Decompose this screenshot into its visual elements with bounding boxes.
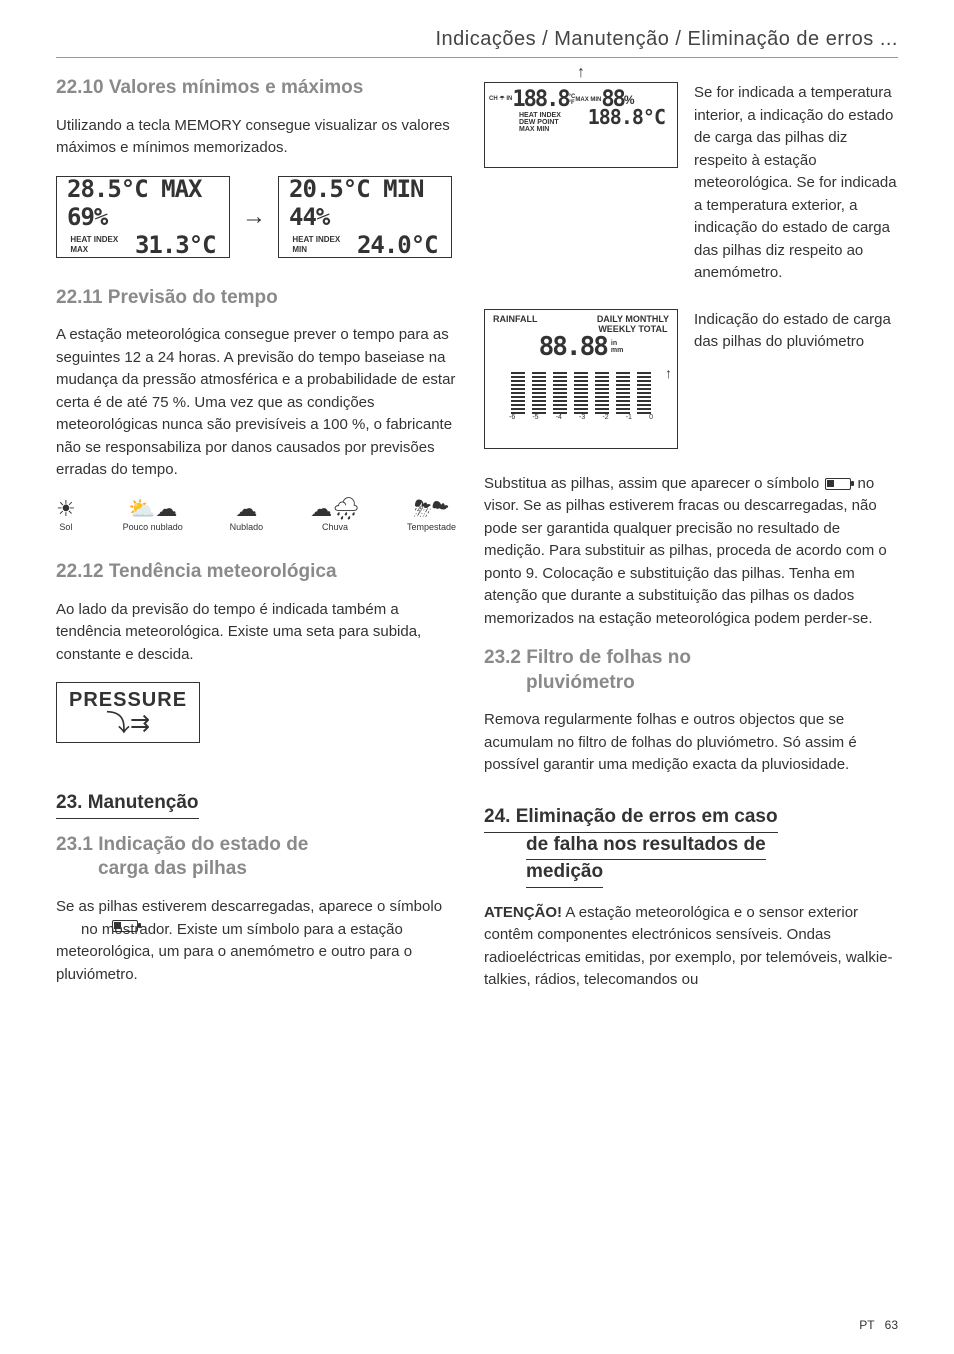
cloudy-label: Nublado xyxy=(230,522,264,532)
body-23-1: Se as pilhas estiverem descarregadas, ap… xyxy=(56,896,456,986)
sun-icon: ☀ xyxy=(56,498,76,520)
body-24: ATENÇÃO! A estação meteorológica e o sen… xyxy=(484,902,898,992)
footer-page: 63 xyxy=(885,1318,898,1332)
storm-icon: ⛈☁ xyxy=(407,498,456,520)
heading-22-10: 22.10 Valores mínimos e máximos xyxy=(56,76,456,101)
section-23-2: 23.2 Filtro de folhas no pluviómetro Rem… xyxy=(484,646,898,777)
weather-icon-storm: ⛈☁ Tempestade xyxy=(407,498,456,532)
cloudy-icon: ☁ xyxy=(230,498,264,520)
right-text-2: Indicação do estado de carga das pilhas … xyxy=(694,309,898,354)
lcd-max-label1: HEAT INDEX xyxy=(70,235,118,245)
right-lcd-rainfall: RAINFALL DAILY MONTHLY WEEKLY TOTAL 88.8… xyxy=(484,309,678,449)
lcd-max-line1: 28.5°C MAX 69% xyxy=(67,175,219,231)
heading-23-1-l2: carga das pilhas xyxy=(56,857,456,882)
rainfall-unit: in mm xyxy=(611,340,623,354)
up-arrow-icon: ↑ xyxy=(577,64,585,82)
heading-23-2: 23.2 Filtro de folhas no pluviómetro xyxy=(484,646,898,695)
footer-lang: PT xyxy=(859,1318,874,1332)
section-22-10: 22.10 Valores mínimos e máximos Utilizan… xyxy=(56,76,456,258)
lcd-min-label1: HEAT INDEX xyxy=(292,235,340,245)
rainfall-segs: 88.88 xyxy=(539,334,607,360)
heading-22-11: 22.11 Previsão do tempo xyxy=(56,286,456,311)
section-23: 23. Manutenção xyxy=(56,791,456,819)
battery-icon xyxy=(112,920,138,932)
weather-icon-cloudy: ☁ Nublado xyxy=(230,498,264,532)
lcd-max-line2: 31.3°C xyxy=(135,231,216,259)
lcd-min-max-row: 28.5°C MAX 69% HEAT INDEX MAX 31.3°C → 2… xyxy=(56,176,456,258)
heading-23-2-l2: pluviómetro xyxy=(484,671,898,696)
body-24-bold: ATENÇÃO! xyxy=(484,904,562,921)
storm-label: Tempestade xyxy=(407,522,456,532)
section-22-12: 22.12 Tendência meteorológica Ao lado da… xyxy=(56,560,456,763)
body-23-1-text: Se as pilhas estiverem descarregadas, ap… xyxy=(56,898,442,983)
right-text-1: Se for indicada a temperatura interior, … xyxy=(694,82,898,285)
pressure-arrows-icon: ⤵⇉ xyxy=(69,712,187,736)
rainfall-hdr-left: RAINFALL xyxy=(493,314,538,334)
heading-23-1: 23.1 Indicação do estado de carga das pi… xyxy=(56,833,456,882)
heading-23-2-l1: 23.2 Filtro de folhas no xyxy=(484,647,691,668)
weather-icon-rain: ☁🌧 Chuva xyxy=(310,498,360,532)
body-23-2: Remova regularmente folhas e outros obje… xyxy=(484,709,898,777)
heading-24-l2: de falha nos resultados de xyxy=(526,833,766,861)
arrow-between-icon: → xyxy=(242,203,266,231)
right-row-2: RAINFALL DAILY MONTHLY WEEKLY TOTAL 88.8… xyxy=(484,309,898,449)
battery-icon-2 xyxy=(825,478,851,490)
lcd-max-box: 28.5°C MAX 69% HEAT INDEX MAX 31.3°C xyxy=(56,176,230,258)
page-header: Indicações / Manutenção / Eliminação de … xyxy=(56,28,898,58)
rain-label: Chuva xyxy=(310,522,360,532)
weather-icon-partly: ⛅☁ Pouco nublado xyxy=(123,498,183,532)
partly-icon: ⛅☁ xyxy=(123,498,183,520)
right-body-3a: Substitua as pilhas, assim que aparecer … xyxy=(484,475,823,492)
heading-23-1-l1: 23.1 Indicação do estado de xyxy=(56,834,308,855)
heading-23: 23. Manutenção xyxy=(56,791,456,819)
section-23-1: 23.1 Indicação do estado de carga das pi… xyxy=(56,833,456,986)
right-body-3: Substitua as pilhas, assim que aparecer … xyxy=(484,473,898,631)
body-22-10: Utilizando a tecla MEMORY consegue visua… xyxy=(56,115,456,160)
right-body-3b: no visor. Se as pilhas estiverem fracas … xyxy=(484,475,887,627)
heading-24-l1: 24. Eliminação de erros em caso xyxy=(484,805,778,833)
body-22-11: A estação meteorológica consegue prever … xyxy=(56,324,456,482)
lcd-max-label2: MAX xyxy=(70,245,118,255)
right-row-1: ↑ CH ☂ IN 188.8 °C°F MAX MIN 88 % HEAT I… xyxy=(484,82,898,285)
right-lcd-temp: CH ☂ IN 188.8 °C°F MAX MIN 88 % HEAT IND… xyxy=(484,82,678,168)
rainfall-arrow-icon: ↑ xyxy=(665,365,672,381)
rainfall-axis: -6 -5 -4 -3 -2 -1 0 xyxy=(489,414,673,421)
weather-icon-sun: ☀ Sol xyxy=(56,498,76,532)
lcd-temp-sup: MAX MIN xyxy=(575,97,601,103)
page-footer: PT 63 xyxy=(859,1318,898,1332)
rainfall-hdr-right: DAILY MONTHLY WEEKLY TOTAL xyxy=(597,314,669,334)
heading-24-l3: medição xyxy=(526,860,603,888)
lcd-temp-pre: CH ☂ IN xyxy=(489,96,512,103)
pressure-box: PRESSURE ⤵⇉ xyxy=(56,682,200,743)
section-24: 24. Eliminação de erros em caso de falha… xyxy=(484,805,898,992)
pressure-label: PRESSURE xyxy=(69,689,187,712)
lcd-min-line1: 20.5°C MIN 44% xyxy=(289,175,441,231)
weather-icons-row: ☀ Sol ⛅☁ Pouco nublado ☁ Nublado ☁🌧 Chuva ⛈☁… xyxy=(56,498,456,532)
heading-23-text: 23. Manutenção xyxy=(56,791,199,819)
partly-label: Pouco nublado xyxy=(123,522,183,532)
heading-22-12: 22.12 Tendência meteorológica xyxy=(56,560,456,585)
lcd-min-box: 20.5°C MIN 44% HEAT INDEX MIN 24.0°C xyxy=(278,176,452,258)
sun-label: Sol xyxy=(56,522,76,532)
section-22-11: 22.11 Previsão do tempo A estação meteor… xyxy=(56,286,456,532)
rain-icon: ☁🌧 xyxy=(310,498,360,520)
body-22-12: Ao lado da previsão do tempo é indicada … xyxy=(56,599,456,667)
heading-24: 24. Eliminação de erros em caso de falha… xyxy=(484,805,898,888)
lcd-min-line2: 24.0°C xyxy=(357,231,438,259)
lcd-min-label2: MIN xyxy=(292,245,340,255)
rainfall-bars xyxy=(489,360,673,414)
